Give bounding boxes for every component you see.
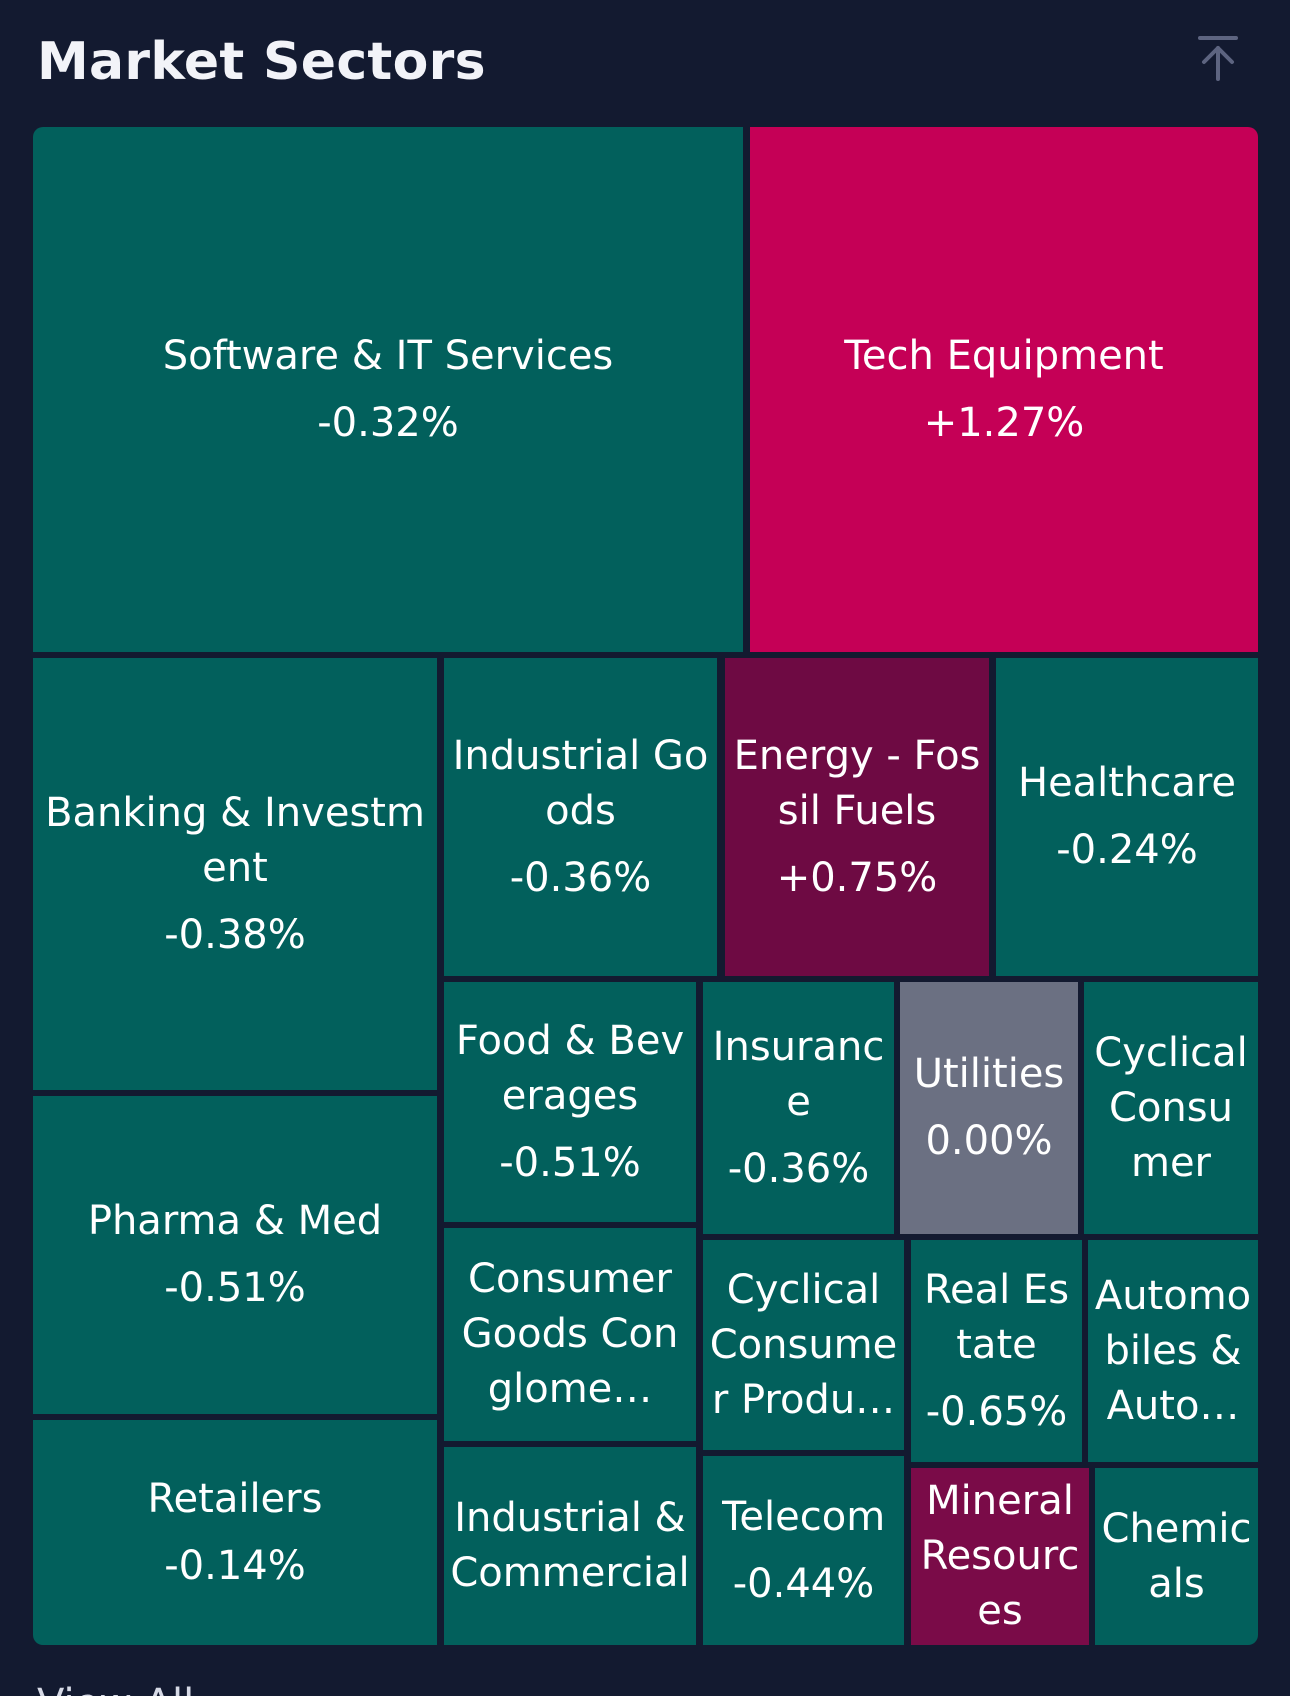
sector-name: Real Estate [923,1266,1070,1368]
sector-tile-automobiles-auto-parts[interactable]: Automobiles & Auto… [1088,1240,1258,1462]
sector-tile-cyclical-consumer[interactable]: Cyclical Consumer [1084,982,1258,1234]
collapse-up-icon [1198,36,1238,81]
sector-tile-utilities[interactable]: Utilities 0.00% [900,982,1078,1234]
sector-name: Chemicals [1101,1505,1252,1607]
sector-change: -0.32% [317,399,459,446]
sector-name: Healthcare [1017,760,1237,806]
sector-name: Software & IT Services [162,332,614,379]
view-all-link[interactable]: View All [37,1680,194,1696]
collapse-button[interactable] [1190,28,1246,88]
sector-name: Telecom [721,1493,886,1540]
sector-change: 0.00% [925,1118,1053,1164]
sector-tile-consumer-goods-conglomerates[interactable]: Consumer Goods Conglome… [444,1228,696,1441]
sector-name: Insurance [712,1023,885,1125]
sector-name: Consumer Goods Conglome… [461,1256,679,1412]
sector-tile-insurance[interactable]: Insurance -0.36% [703,982,894,1234]
sector-name: Cyclical Consumer [1094,1029,1248,1186]
sector-tile-real-estate[interactable]: Real Estate -0.65% [911,1240,1082,1462]
sector-name: Cyclical Consumer Produ… [709,1266,898,1423]
sector-tile-tech-equipment[interactable]: Tech Equipment +1.27% [750,127,1258,652]
sector-name: Automobiles & Auto… [1094,1272,1252,1429]
sector-name: Mineral Resources [920,1478,1080,1634]
sector-tile-mineral-resources[interactable]: Mineral Resources [911,1468,1089,1645]
sector-change: +1.27% [923,399,1085,446]
page-title: Market Sectors [37,32,486,92]
sector-tile-food-beverages[interactable]: Food & Beverages -0.51% [444,982,696,1222]
sector-change: -0.36% [509,854,652,901]
sector-name: Utilities [913,1051,1065,1097]
sector-name: Industrial Goods [452,732,709,834]
sector-change: -0.36% [727,1145,870,1192]
sector-name: Energy - Fossil Fuels [733,732,981,834]
sector-name: Tech Equipment [844,332,1164,379]
sector-change: -0.24% [1056,827,1198,873]
sector-treemap: Software & IT Services -0.32% Tech Equip… [33,127,1258,1645]
sector-change: -0.38% [164,911,306,958]
sector-tile-banking-investment[interactable]: Banking & Investment -0.38% [33,658,437,1090]
sector-tile-telecom[interactable]: Telecom -0.44% [703,1456,904,1645]
sector-tile-chemicals[interactable]: Chemicals [1095,1468,1258,1645]
sector-change: +0.75% [776,854,938,901]
sector-change: -0.51% [499,1139,641,1186]
sector-name: Pharma & Med [87,1198,383,1244]
sector-tile-cyclical-consumer-products[interactable]: Cyclical Consumer Produ… [703,1240,904,1450]
sector-change: -0.65% [925,1388,1068,1435]
sector-change: -0.44% [732,1560,875,1607]
sector-tile-energy-fossil-fuels[interactable]: Energy - Fossil Fuels +0.75% [725,658,989,976]
sector-name: Retailers [147,1475,323,1522]
sector-tile-pharma-med[interactable]: Pharma & Med -0.51% [33,1096,437,1414]
sector-name: Banking & Investment [45,789,425,891]
sector-change: -0.14% [164,1542,306,1589]
sector-name: Food & Beverages [455,1017,685,1119]
sector-tile-software-it-services[interactable]: Software & IT Services -0.32% [33,127,743,652]
sector-tile-healthcare[interactable]: Healthcare -0.24% [996,658,1258,976]
sector-tile-retailers[interactable]: Retailers -0.14% [33,1420,437,1645]
sector-tile-industrial-commercial[interactable]: Industrial & Commercial [444,1447,696,1645]
sector-name: Industrial & Commercial [450,1495,690,1596]
sector-change: -0.51% [164,1265,306,1311]
sector-tile-industrial-goods[interactable]: Industrial Goods -0.36% [444,658,717,976]
